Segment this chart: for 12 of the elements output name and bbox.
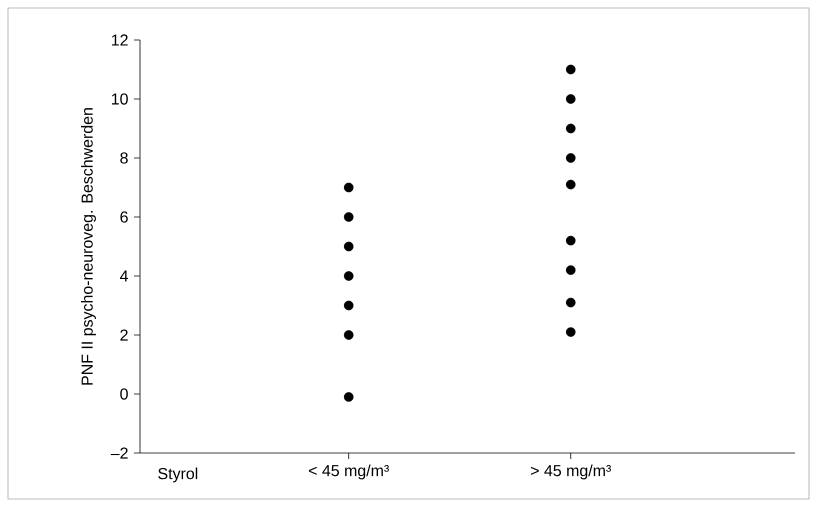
- x-tick-label: < 45 mg/m³: [308, 464, 389, 480]
- y-tick-label: –2: [110, 447, 128, 459]
- y-tick-label: 12: [112, 34, 128, 46]
- y-tick-label: 10: [112, 93, 128, 105]
- y-tick-label: 6: [120, 211, 128, 223]
- x-tick-label: > 45 mg/m³: [531, 464, 611, 480]
- y-tick-label: 2: [120, 329, 128, 341]
- x-axis-title: Styrol: [158, 468, 198, 482]
- y-tick-label: 8: [120, 152, 128, 164]
- y-tick-label: 0: [120, 388, 128, 400]
- y-tick-label: 4: [120, 270, 128, 282]
- y-axis-title: PNF II psycho-neuroveg. Beschwerden: [81, 108, 96, 385]
